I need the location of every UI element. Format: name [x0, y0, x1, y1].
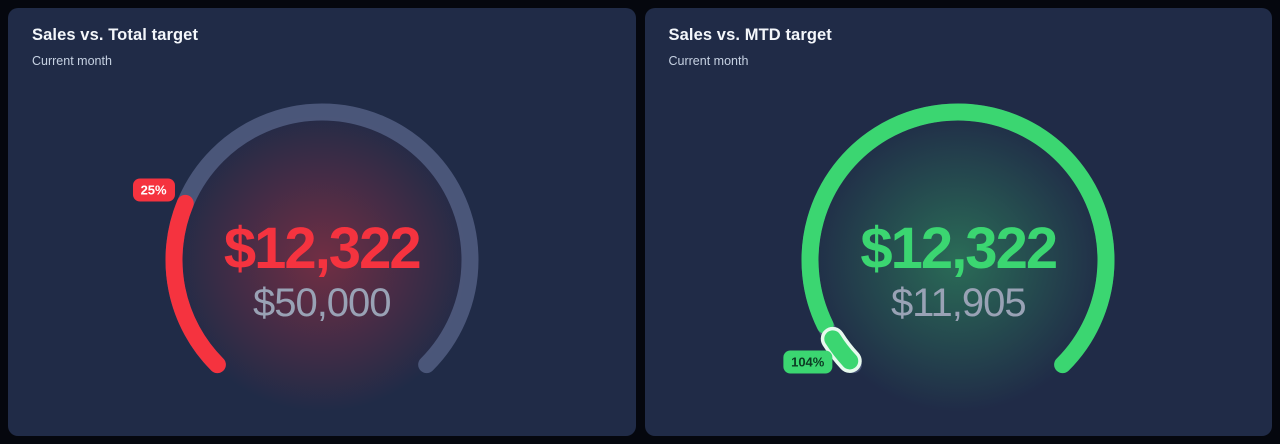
card-subtitle: Current month: [668, 54, 749, 68]
gauge-arc: [165, 103, 479, 412]
current-value: $12,322: [223, 216, 422, 281]
gauge-card-mtd-target: Sales vs. MTD target Current month 104% …: [644, 8, 1272, 436]
percent-badge: 25%: [132, 178, 175, 202]
gauge-chart: 25% $12,322 $50,000: [132, 90, 512, 430]
gauge-arc: [801, 103, 1115, 412]
gauge-values: $12,322 $11,905: [768, 216, 1148, 325]
gauge-values: $12,322 $50,000: [132, 216, 512, 325]
card-title: Sales vs. Total target: [32, 26, 199, 44]
percent-badge: 104%: [783, 350, 833, 374]
card-title: Sales vs. MTD target: [668, 26, 832, 44]
gauge-card-total-target: Sales vs. Total target Current month 25%…: [8, 8, 636, 436]
gauge-chart: 104% $12,322 $11,905: [768, 90, 1148, 430]
card-subtitle: Current month: [32, 54, 112, 68]
target-value: $11,905: [890, 281, 1027, 325]
target-value: $50,000: [252, 281, 392, 325]
current-value: $12,322: [860, 216, 1058, 281]
